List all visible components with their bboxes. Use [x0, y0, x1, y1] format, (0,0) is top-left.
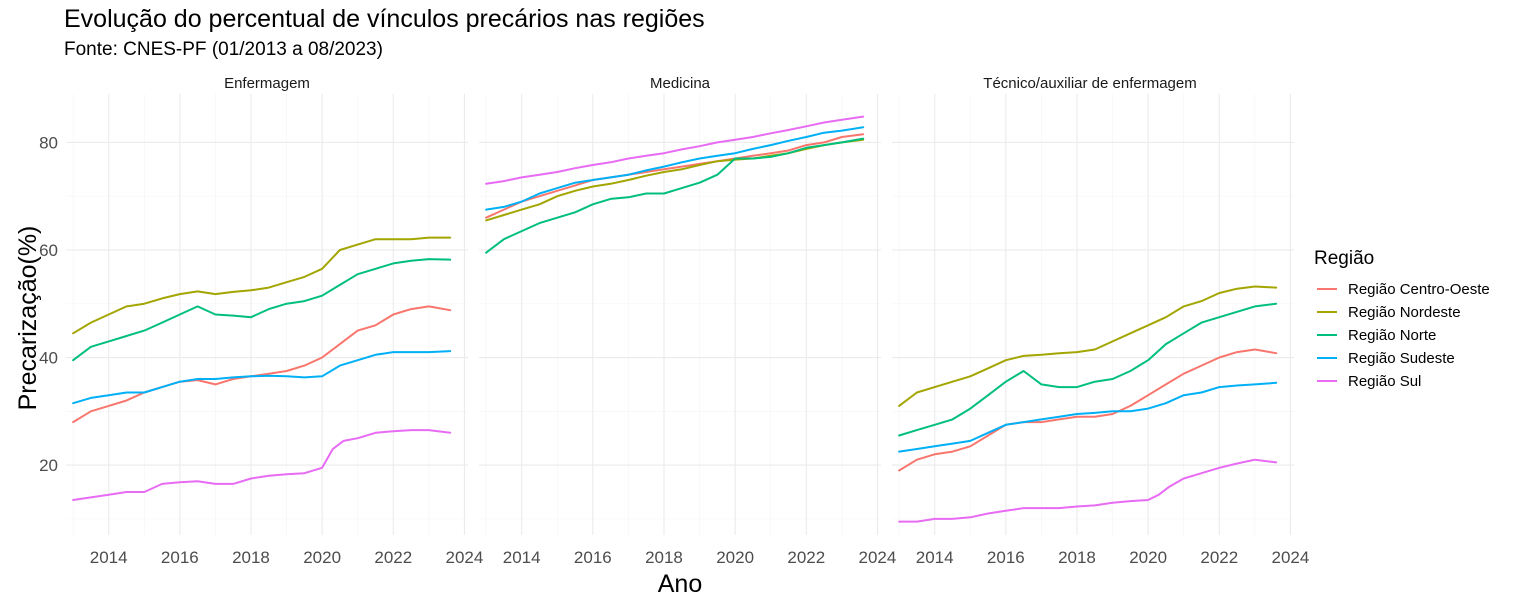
legend-label: Região Nordeste [1348, 304, 1461, 321]
series-line [485, 137, 865, 254]
facet-strip-label: Medicina [650, 75, 711, 92]
series-line [898, 348, 1278, 472]
facet-strip-label: Enfermagem [224, 75, 310, 92]
x-tick-label: 2018 [1058, 548, 1096, 567]
y-tick-label: 60 [39, 241, 58, 260]
x-tick-label: 2014 [90, 548, 128, 567]
series-line [898, 302, 1278, 437]
x-tick-label: 2018 [645, 548, 683, 567]
legend-label: Região Norte [1348, 327, 1436, 344]
series-line [72, 258, 452, 362]
legend-label: Região Centro-Oeste [1348, 281, 1490, 298]
x-tick-label: 2014 [916, 548, 954, 567]
x-tick-label: 2024 [1272, 548, 1310, 567]
series-line [898, 285, 1278, 407]
series-line [485, 115, 865, 185]
legend: Região Região Centro-Oeste Região Nordest… [1314, 248, 1490, 390]
legend-label: Região Sul [1348, 373, 1421, 390]
facet-panel-medicina: Medicina 2014 2016 2018 2020 2022 2024 [479, 75, 896, 567]
x-tick-label: 2022 [1200, 548, 1238, 567]
series-line [72, 236, 452, 335]
chart-subtitle: Fonte: CNES-PF (01/2013 a 08/2023) [64, 39, 383, 60]
series-line [485, 133, 865, 219]
series-line [72, 429, 452, 501]
x-tick-label: 2018 [232, 548, 270, 567]
x-tick-label: 2020 [1129, 548, 1167, 567]
x-tick-label: 2016 [987, 548, 1025, 567]
x-tick-label: 2020 [716, 548, 754, 567]
x-axis-title: Ano [658, 570, 702, 598]
y-tick-label: 40 [39, 349, 58, 368]
series-line [898, 381, 1278, 453]
y-tick-label: 20 [39, 456, 58, 475]
legend-label: Região Sudeste [1348, 350, 1455, 367]
series-line [72, 305, 452, 424]
x-tick-label: 2020 [303, 548, 341, 567]
series-line [485, 126, 865, 211]
facet-panel-enfermagem: Enfermagem 2014 2016 2018 2020 2022 2024 20 40 6… [39, 75, 483, 567]
x-tick-label: 2014 [503, 548, 541, 567]
facet-panel-tecnico-auxiliar: Técnico/auxiliar de enfermagem 2014 2016 2… [892, 75, 1309, 567]
series-line [898, 458, 1278, 523]
grid [66, 94, 468, 535]
legend-title: Região [1314, 248, 1374, 269]
x-tick-label: 2022 [787, 548, 825, 567]
x-tick-label: 2022 [374, 548, 412, 567]
x-tick-label: 2024 [446, 548, 484, 567]
chart-title: Evolução do percentual de vínculos precá… [64, 5, 705, 33]
x-tick-label: 2024 [859, 548, 897, 567]
grid [892, 94, 1294, 535]
y-axis-title: Precarização(%) [14, 226, 42, 411]
x-tick-label: 2016 [574, 548, 612, 567]
x-tick-label: 2016 [161, 548, 199, 567]
grid [479, 94, 881, 535]
y-tick-label: 80 [39, 133, 58, 152]
facet-strip-label: Técnico/auxiliar de enfermagem [983, 75, 1196, 92]
series-line [72, 350, 452, 405]
